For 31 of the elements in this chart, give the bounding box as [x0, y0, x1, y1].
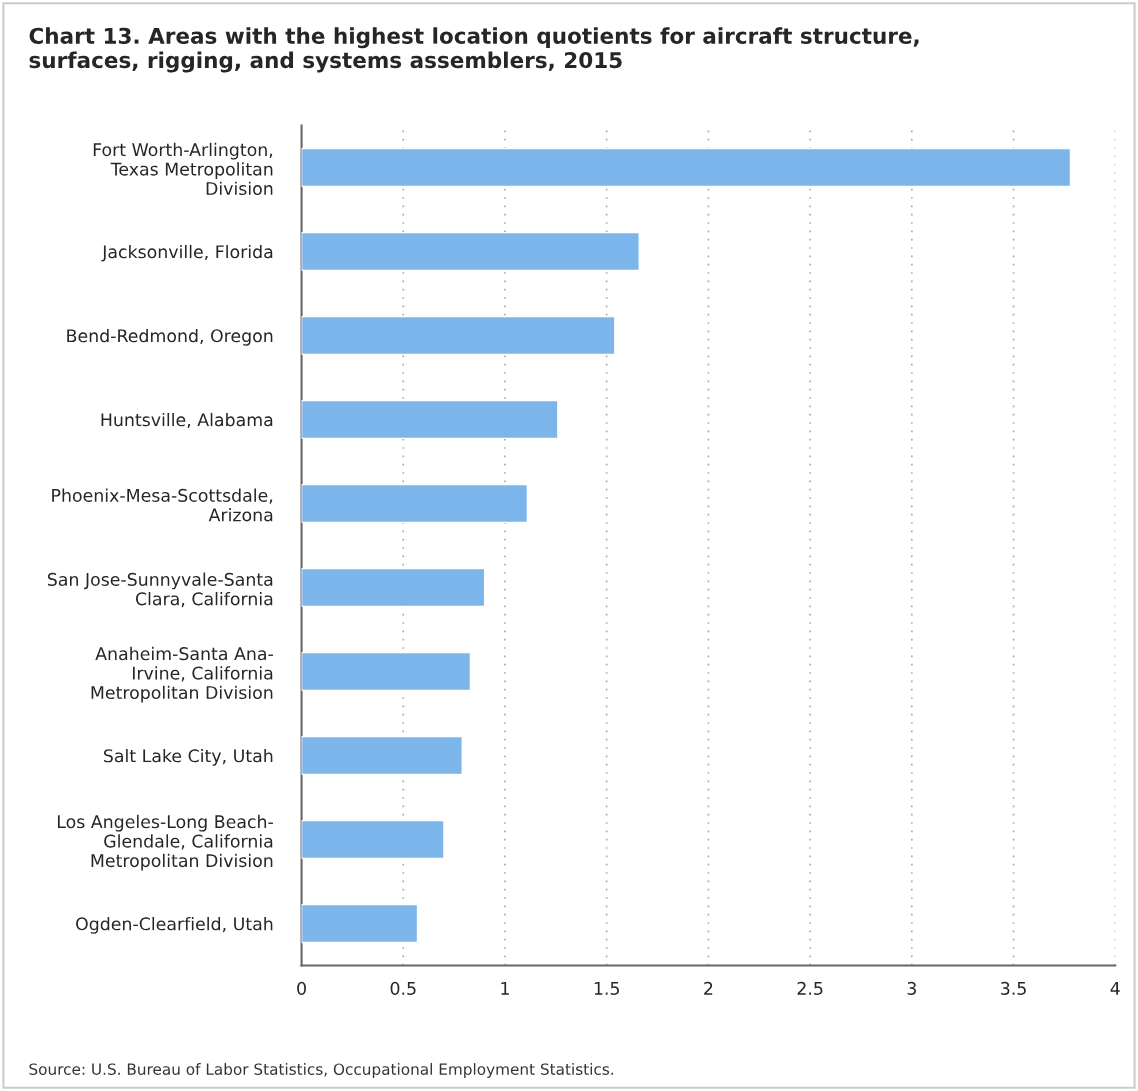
x-tick-label: 3.5 [1001, 981, 1026, 995]
x-tick-label: 1.5 [594, 982, 619, 995]
y-tick-label: Phoenix-Mesa-Scottsdale, Arizona [52, 488, 273, 522]
y-tick-label: Bend-Redmond, Oregon [67, 328, 273, 346]
x-tick-label: 0.5 [390, 981, 416, 995]
bar [301, 315, 616, 356]
x-tick-label: 3 [907, 981, 916, 995]
y-tick-label: Ogden-Clearfield, Utah [76, 916, 273, 934]
y-tick-label: Anaheim-Santa Ana- Irvine, California Metropolitan Division [91, 646, 273, 703]
y-tick-label: Huntsville, Alabama [101, 412, 273, 429]
y-tick-label: San Jose-Sunnyvale-Santa Clara, California [47, 572, 273, 608]
x-tick-label: 2.5 [797, 981, 823, 995]
y-tick-label: Los Angeles-Long Beach- Glendale, California Metropolitan Division [57, 814, 273, 871]
bar [301, 735, 463, 776]
bar [301, 819, 445, 860]
bar [301, 147, 1072, 188]
x-tick-label: 2 [704, 981, 713, 995]
x-tick-label: 0 [297, 981, 306, 995]
bar [301, 231, 640, 272]
y-tick-label: Fort Worth-Arlington, Texas Metropolitan Division [93, 142, 273, 196]
x-tick-label: 4 [1110, 982, 1120, 995]
bar [301, 651, 472, 692]
y-tick-label: Salt Lake City, Utah [103, 748, 273, 766]
bar [301, 483, 529, 524]
x-tick-label: 1 [501, 982, 509, 995]
source-note: Source: U.S. Bureau of Labor Statistics, Occupational Employment Statistics. [29, 1063, 613, 1078]
bar [301, 903, 419, 944]
y-tick-label: Jacksonville, Florida [101, 244, 273, 262]
bar [301, 399, 559, 440]
chart-title: Chart 13. Areas with the highest location quotients for aircraft structure, surfaces, rigging, and systems assemblers, 2015 [29, 27, 919, 73]
bar [301, 567, 486, 608]
